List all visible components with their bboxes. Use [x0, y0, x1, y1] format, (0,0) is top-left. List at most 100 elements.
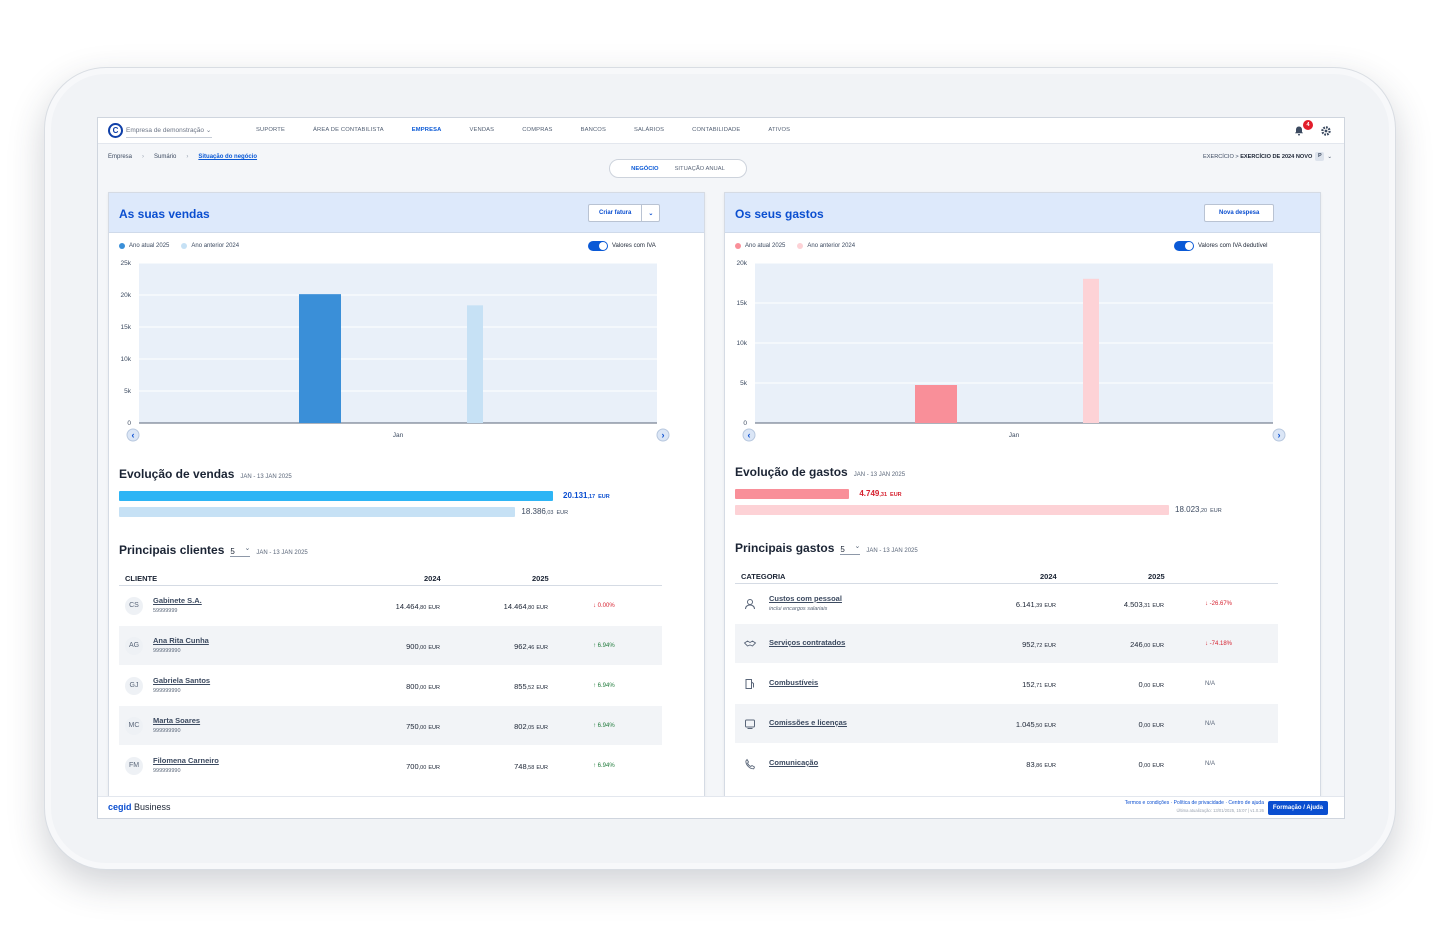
table-row[interactable]: Comissões e licenças 1.045,50 EUR 0,00 EUR… [735, 704, 1278, 744]
value-2024: 14.464,80 EUR [396, 602, 440, 611]
legend-dot [797, 243, 804, 249]
cegid-logo-icon[interactable]: C [108, 123, 123, 138]
value-2025: 246,00 EUR [1130, 640, 1164, 649]
value-int: 4.749 [859, 489, 880, 498]
nav-item-contabilidade[interactable]: CONTABILIDADE [692, 127, 741, 133]
table-row[interactable]: Comunicação 83,86 EUR 0,00 EUR N/A [735, 744, 1278, 784]
legend-dot [735, 243, 741, 249]
nav-item--rea-de-contabilista[interactable]: ÁREA DE CONTABILISTA [312, 127, 384, 133]
table-row[interactable]: Serviços contratados 952,72 EUR 246,00 EUR… [735, 624, 1278, 664]
value-dec: ,86 [1034, 763, 1043, 769]
chevron-down-icon[interactable]: ⌄ [641, 205, 659, 221]
category-name-link[interactable]: Comissões e licenças [769, 718, 847, 727]
col-2024: 2024 [424, 574, 441, 583]
nav-item-bancos[interactable]: BANCOS [580, 127, 606, 133]
clients-table: CLIENTE 2024 2025 CS Gabinete S.A. 5999999… [119, 571, 662, 786]
table-row[interactable]: CS Gabinete S.A. 59999999 14.464,80 EUR 14.4… [119, 586, 662, 626]
value-2025: 4.503,31 EUR [1124, 600, 1164, 609]
vat-deductible-toggle[interactable]: Valores com IVA dedutível [1174, 241, 1267, 251]
col-client: CLIENTE [125, 574, 158, 583]
vat-toggle[interactable]: Valores com IVA [588, 241, 656, 251]
footer-links-text[interactable]: Termos e condições · Política de privaci… [1124, 800, 1264, 806]
value-2025: 962,46 EUR [514, 642, 548, 651]
currency: EUR [428, 725, 440, 731]
y-tick-label: 15k [737, 300, 748, 307]
client-name-link[interactable]: Filomena Carneiro [153, 756, 219, 765]
gear-icon[interactable] [1320, 125, 1332, 137]
nav-item-ativos[interactable]: ATIVOS [768, 127, 791, 133]
vat-toggle-label: Valores com IVA [612, 243, 656, 249]
nav-item-compras[interactable]: COMPRAS [522, 127, 553, 133]
table-row[interactable]: Combustíveis 152,71 EUR 0,00 EUR N/A [735, 664, 1278, 704]
chevron-right-icon[interactable] [1272, 428, 1286, 442]
category-name-link[interactable]: Custos com pessoal [769, 594, 842, 603]
nav-item-empresa[interactable]: EMPRESA [411, 127, 442, 133]
client-name-link[interactable]: Marta Soares [153, 716, 201, 725]
currency: EUR [428, 645, 440, 651]
expenses-panel: Os seus gastos Nova despesa Ano atual 20… [724, 192, 1321, 798]
value-dec: ,31 [879, 492, 888, 498]
new-expense-button[interactable]: Nova despesa [1219, 210, 1260, 216]
nav-item-vendas[interactable]: VENDAS [469, 127, 495, 133]
value-dec: ,00 [1142, 643, 1151, 649]
client-name-link[interactable]: Gabriela Santos [153, 676, 211, 685]
nav-item-sal-rios[interactable]: SALÁRIOS [633, 127, 665, 133]
client-name-link[interactable]: Ana Rita Cunha [153, 636, 209, 645]
currency: EUR [1152, 763, 1164, 769]
sales-evolution-title: Evolução de vendas JAN - 13 JAN 2025 [119, 467, 292, 481]
new-expense-button-wrap: Nova despesa [1204, 204, 1275, 222]
value-int: 802 [514, 722, 527, 731]
value-dec: ,05 [526, 725, 535, 731]
value-int: 952 [1022, 640, 1035, 649]
client-nif: 999999990 [153, 768, 181, 774]
top-expenses-label: Principais gastos [735, 541, 835, 555]
table-row[interactable]: Custos com pessoal inclui encargos salari… [735, 584, 1278, 624]
value-2024: 952,72 EUR [1022, 640, 1056, 649]
client-nif: 999999990 [153, 648, 181, 654]
top-count-select[interactable]: 5 [230, 544, 251, 557]
create-invoice-button[interactable]: Criar fatura [599, 210, 632, 216]
chevron-left-icon[interactable] [742, 428, 756, 442]
chevron-left-icon[interactable] [126, 428, 140, 442]
sales-evolution-label: Evolução de vendas [119, 467, 235, 481]
breadcrumb-empresa[interactable]: Empresa [108, 154, 133, 160]
nav-item-suporte[interactable]: SUPORTE [256, 127, 285, 133]
currency: EUR [1044, 643, 1056, 649]
table-row[interactable]: AG Ana Rita Cunha 999999990 900,00 EUR 962,4… [119, 626, 662, 666]
delta-percent: ↓ -74.18% [1205, 641, 1233, 647]
y-tick-label: 5k [740, 380, 748, 387]
tab-situacao-anual[interactable]: SITUAÇÃO ANUAL [674, 165, 725, 172]
client-name-link[interactable]: Gabinete S.A. [153, 596, 202, 605]
table-row[interactable]: MC Marta Soares 999999990 750,00 EUR 802,05 … [119, 706, 662, 746]
tab-negocio[interactable]: NEGÓCIO [631, 165, 659, 172]
chevron-left-icon-glyph: ‹ [132, 430, 135, 440]
y-tick-label: 10k [737, 340, 748, 347]
footer-links[interactable]: Termos e condições · Política de privaci… [1125, 800, 1264, 813]
legend-item-previous: Ano anterior 2024 [181, 243, 239, 249]
toggle-switch[interactable] [588, 241, 608, 251]
value-dec: ,00 [1142, 763, 1151, 769]
chevron-right-icon[interactable] [656, 428, 670, 442]
table-row[interactable]: FM Filomena Carneiro 999999990 700,00 EUR 74… [119, 746, 662, 786]
bell-icon[interactable] [1293, 125, 1305, 137]
help-button[interactable]: Formação / Ajuda [1267, 801, 1328, 815]
currency: EUR [1044, 723, 1056, 729]
table-row[interactable]: GJ Gabriela Santos 999999990 800,00 EUR 855,… [119, 666, 662, 706]
company-name: Empresa de demonstração [126, 127, 205, 134]
category-name-link[interactable]: Combustíveis [769, 678, 819, 687]
currency: EUR [428, 605, 440, 611]
brand-logo: cegid Business [108, 802, 171, 812]
top-count-select[interactable]: 5 [840, 542, 861, 555]
category-name-link[interactable]: Serviços contratados [769, 638, 846, 647]
expenses-table: CATEGORIA 2024 2025 Custos com pessoal in… [735, 569, 1278, 784]
exercicio-selector[interactable]: EXERCÍCIO > EXERCÍCIO DE 2024 NOVO P ⌄ [1203, 152, 1332, 161]
footer: cegid Business Termos e condições · Polí… [98, 796, 1344, 818]
bar-previous [467, 305, 483, 423]
category-name-link[interactable]: Comunicação [769, 758, 819, 767]
toggle-switch[interactable] [1174, 241, 1194, 251]
view-tabs: NEGÓCIO SITUAÇÃO ANUAL [609, 159, 747, 178]
breadcrumb-current[interactable]: Situação do negócio [198, 154, 258, 160]
company-selector[interactable]: Empresa de demonstração ⌄ [126, 126, 212, 138]
breadcrumb-sumario[interactable]: Sumário [154, 154, 177, 160]
chevron-right-icon-glyph: › [662, 430, 665, 440]
